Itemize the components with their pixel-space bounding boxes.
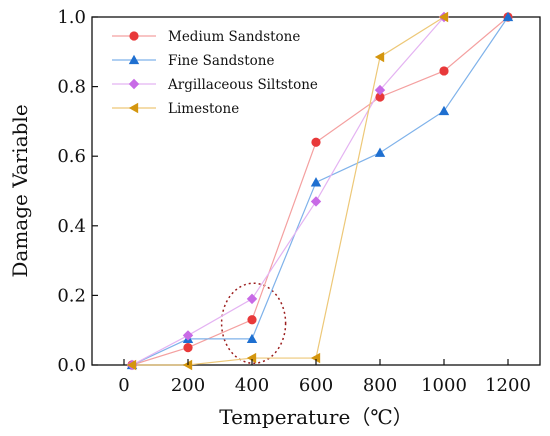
x-tick-label: 0 [118,375,129,396]
medium-sandstone-line [131,16,509,366]
annotation-layer [220,282,287,365]
legend-marker [128,54,140,65]
x-tick-label: 400 [235,375,269,396]
x-tick-label: 1200 [485,375,531,396]
medium-sandstone-point [183,343,193,353]
legend-marker [128,102,139,114]
y-tick-label: 0.0 [57,355,86,376]
highlight-ellipse [220,282,287,365]
y-tick-label: 1.0 [57,7,86,28]
series-markers [126,11,514,371]
argillaceous-siltstone-point [374,84,386,96]
medium-sandstone-point [375,92,385,102]
legend-marker [129,31,139,41]
legend-label: Argillaceous Siltstone [167,77,318,93]
fine-sandstone-point [374,147,386,157]
limestone-point [310,352,321,364]
x-tick-label: 200 [171,375,205,396]
argillaceous-siltstone-line [131,16,445,366]
legend-label: Medium Sandstone [168,29,300,45]
legend-label: Fine Sandstone [168,53,274,69]
y-tick-label: 0.6 [57,146,86,167]
legend-marker [128,78,140,90]
y-tick-label: 0.8 [57,77,86,98]
limestone-point [438,11,449,23]
medium-sandstone-point [311,137,321,147]
argillaceous-siltstone-point [310,196,322,207]
y-tick-label: 0.4 [57,216,86,237]
limestone-point [246,352,257,364]
fine-sandstone-point [310,177,322,187]
x-tick-label: 600 [299,375,333,396]
series-lines [131,16,509,366]
fine-sandstone-point [438,105,450,116]
medium-sandstone-point [247,315,257,325]
medium-sandstone-point [439,66,449,76]
argillaceous-siltstone-point [182,330,194,341]
axis-ticks: 0 200 400 600 800 1000 1200 0.0 0.2 0.4 0.6 0.8 1.0 [57,7,531,396]
y-axis-title: Damage Variable [8,104,32,277]
limestone-point [374,51,385,63]
limestone-point [126,359,137,371]
y-tick-label: 0.2 [57,285,86,306]
fine-sandstone-line [131,16,509,366]
x-tick-label: 1000 [421,375,467,396]
x-tick-label: 800 [363,375,397,396]
legend: Medium Sandstone Fine Sandstone Argillaceo… [112,29,318,117]
legend-label: Limestone [168,101,239,117]
limestone-line [132,16,445,366]
fine-sandstone-point [246,333,258,344]
argillaceous-siltstone-point [246,293,258,305]
x-axis-title: Temperature（℃） [219,405,412,429]
fine-sandstone-point [502,11,514,22]
